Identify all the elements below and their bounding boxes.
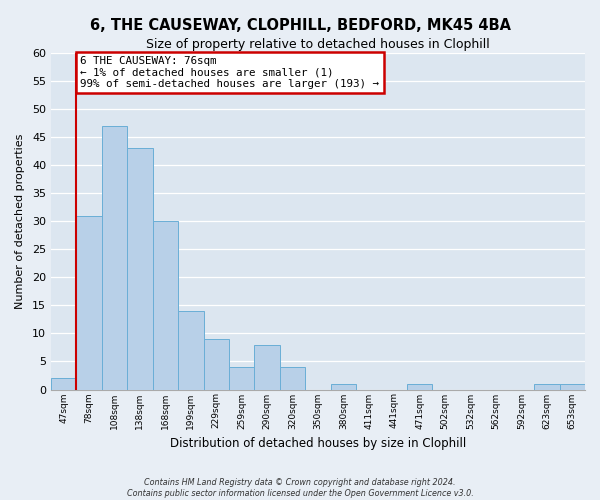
Bar bbox=[76, 216, 102, 390]
X-axis label: Distribution of detached houses by size in Clophill: Distribution of detached houses by size … bbox=[170, 437, 466, 450]
Bar bbox=[534, 384, 560, 390]
Bar bbox=[407, 384, 433, 390]
Title: Size of property relative to detached houses in Clophill: Size of property relative to detached ho… bbox=[146, 38, 490, 51]
Bar bbox=[178, 311, 203, 390]
Bar bbox=[254, 344, 280, 390]
Bar bbox=[229, 367, 254, 390]
Bar bbox=[102, 126, 127, 390]
Bar bbox=[51, 378, 76, 390]
Text: 6, THE CAUSEWAY, CLOPHILL, BEDFORD, MK45 4BA: 6, THE CAUSEWAY, CLOPHILL, BEDFORD, MK45… bbox=[89, 18, 511, 32]
Text: 6 THE CAUSEWAY: 76sqm
← 1% of detached houses are smaller (1)
99% of semi-detach: 6 THE CAUSEWAY: 76sqm ← 1% of detached h… bbox=[80, 56, 379, 89]
Y-axis label: Number of detached properties: Number of detached properties bbox=[15, 134, 25, 309]
Bar bbox=[331, 384, 356, 390]
Text: Contains HM Land Registry data © Crown copyright and database right 2024.
Contai: Contains HM Land Registry data © Crown c… bbox=[127, 478, 473, 498]
Bar bbox=[280, 367, 305, 390]
Bar bbox=[152, 222, 178, 390]
Bar bbox=[203, 339, 229, 390]
Bar bbox=[127, 148, 152, 390]
Bar bbox=[560, 384, 585, 390]
